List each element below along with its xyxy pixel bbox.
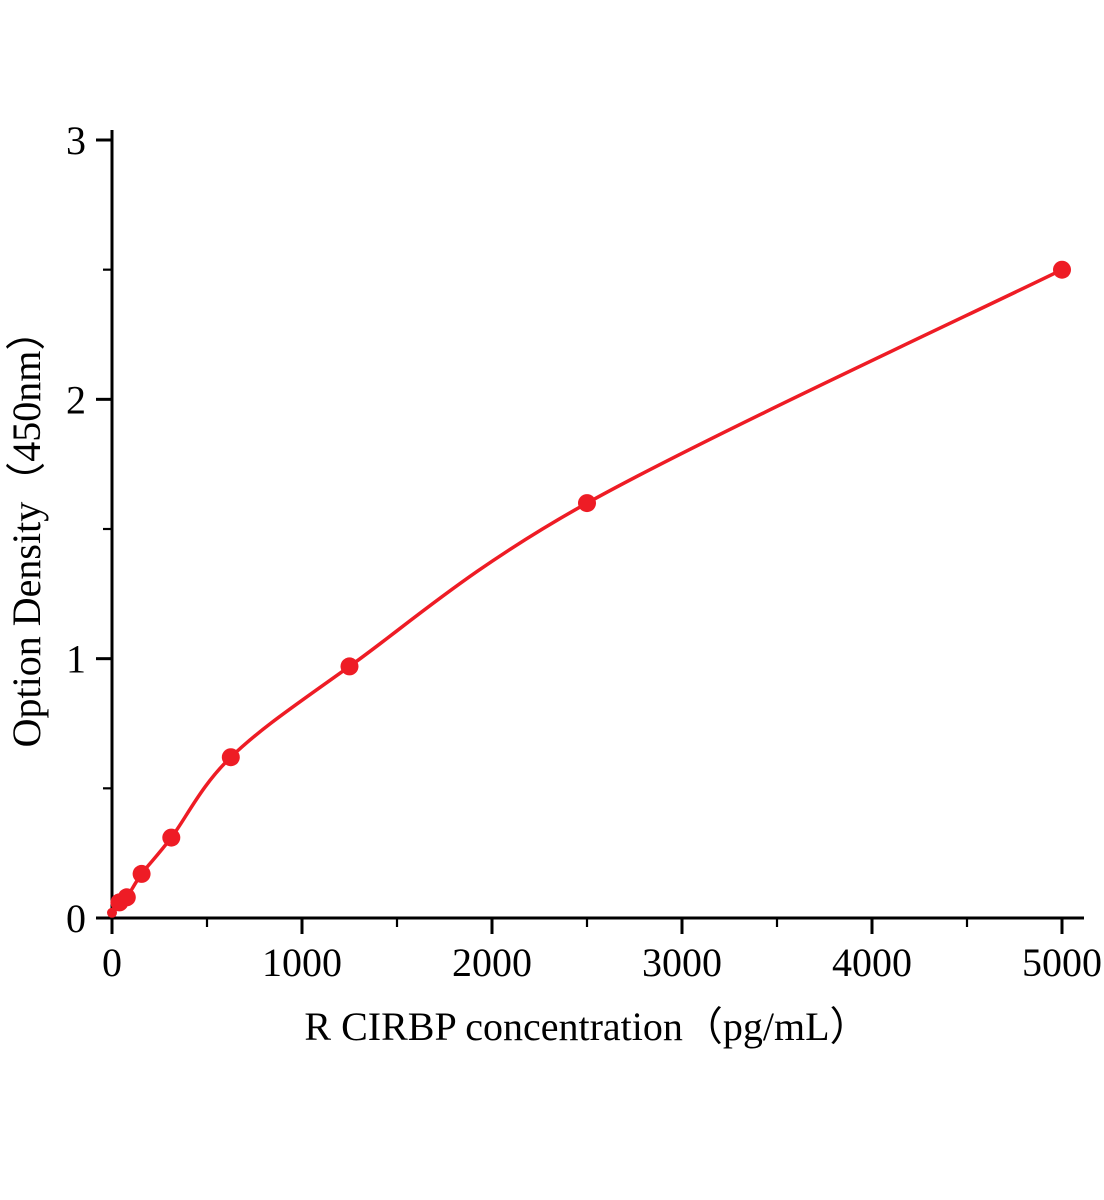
fit-curve <box>110 267 1064 915</box>
x-tick-label: 1000 <box>262 940 342 985</box>
x-tick-label: 4000 <box>832 940 912 985</box>
y-tick-label: 0 <box>66 896 86 941</box>
y-tick-label: 2 <box>66 377 86 422</box>
data-point <box>340 657 359 676</box>
x-axis-title: R CIRBP concentration（pg/mL） <box>304 1004 869 1049</box>
data-point <box>107 907 117 918</box>
data-point <box>221 748 240 767</box>
y-tick-label: 3 <box>66 118 86 163</box>
x-tick-label: 2000 <box>452 940 532 985</box>
data-point <box>578 494 596 513</box>
x-tick-label: 0 <box>102 940 122 985</box>
x-tick-label: 3000 <box>642 940 722 985</box>
data-point <box>162 828 181 847</box>
y-axis-title: Option Density（450nm） <box>4 311 49 748</box>
y-tick-label: 1 <box>66 637 86 682</box>
x-tick-label: 5000 <box>1022 940 1102 985</box>
data-point <box>117 888 136 907</box>
data-point <box>1053 260 1071 279</box>
data-point <box>132 864 151 883</box>
